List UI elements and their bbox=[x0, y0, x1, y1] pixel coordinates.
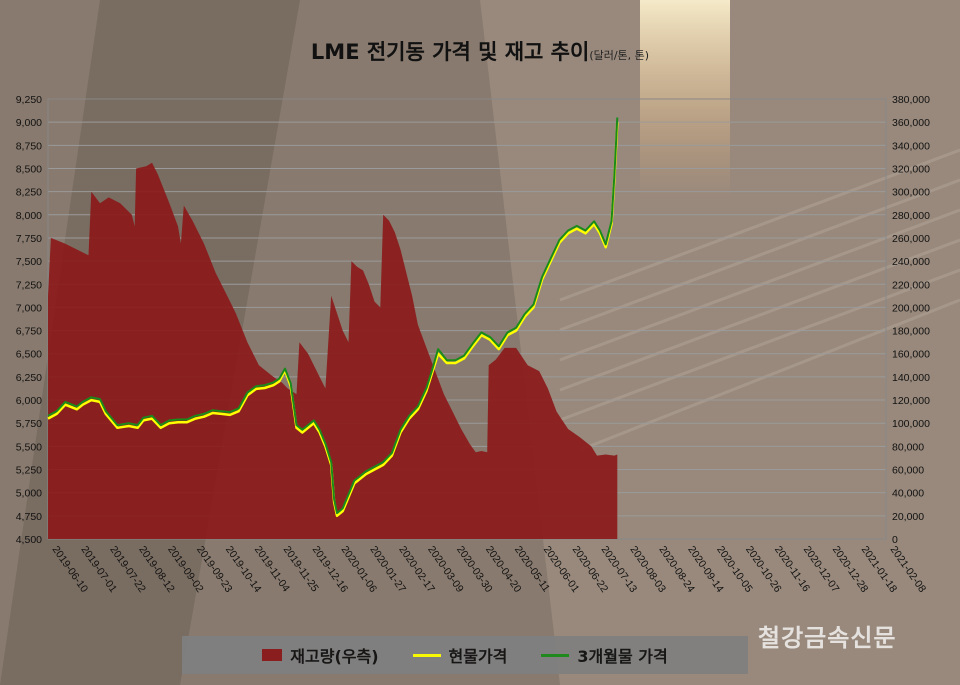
right-axis-tick-label: 160,000 bbox=[892, 349, 930, 361]
right-axis-tick-label: 280,000 bbox=[892, 210, 930, 222]
right-axis-tick-label: 80,000 bbox=[892, 441, 924, 453]
right-axis-tick-label: 240,000 bbox=[892, 256, 930, 268]
right-axis-tick-label: 340,000 bbox=[892, 140, 930, 152]
right-axis-tick-label: 20,000 bbox=[892, 511, 924, 523]
chart-subtitle: (달러/톤, 톤) bbox=[589, 49, 650, 62]
legend-label-inventory: 재고량(우측) bbox=[290, 647, 379, 666]
right-axis-tick-label: 40,000 bbox=[892, 488, 924, 500]
left-axis-tick-label: 6,000 bbox=[16, 395, 42, 407]
left-axis-tick-label: 4,500 bbox=[16, 534, 42, 546]
legend-label-spot: 현물가격 bbox=[448, 647, 508, 666]
left-axis-tick-label: 9,000 bbox=[16, 117, 42, 129]
left-axis-tick-label: 8,750 bbox=[16, 140, 42, 152]
right-axis-tick-label: 140,000 bbox=[892, 372, 930, 384]
left-axis-ticks: 4,500 4,750 5,000 5,250 5,500 5,750 6,000 6,250… bbox=[16, 94, 42, 546]
inventory-area bbox=[48, 162, 618, 539]
right-axis-tick-label: 320,000 bbox=[892, 163, 930, 175]
right-axis-tick-label: 360,000 bbox=[892, 117, 930, 129]
legend-item-three-month: 3개월물 가격 bbox=[541, 643, 668, 667]
inventory-area-path bbox=[48, 162, 618, 539]
legend: 재고량(우측) 현물가격 3개월물 가격 bbox=[182, 636, 748, 674]
right-axis-tick-label: 0 bbox=[892, 534, 898, 546]
chart-title: LME 전기동 가격 및 재고 추이 bbox=[310, 40, 590, 64]
right-axis-tick-label: 380,000 bbox=[892, 94, 930, 106]
right-axis-tick-label: 60,000 bbox=[892, 465, 924, 477]
right-axis-ticks: 0 20,000 40,000 60,000 80,000 100,000 120,000 1… bbox=[892, 94, 930, 546]
left-axis-tick-label: 4,750 bbox=[16, 511, 42, 523]
three-month-price-line bbox=[47, 117, 619, 515]
right-axis-tick-label: 100,000 bbox=[892, 418, 930, 430]
legend-swatch-inventory bbox=[262, 649, 283, 661]
legend-item-inventory: 재고량(우측) bbox=[262, 643, 379, 667]
left-axis-tick-label: 7,500 bbox=[16, 256, 42, 268]
left-axis-tick-label: 6,500 bbox=[16, 349, 42, 361]
legend-label-three-month: 3개월물 가격 bbox=[577, 647, 668, 666]
right-axis-tick-label: 180,000 bbox=[892, 326, 930, 338]
left-axis-tick-label: 7,000 bbox=[16, 302, 42, 314]
left-axis-tick-label: 7,750 bbox=[16, 233, 42, 245]
left-axis-tick-label: 8,000 bbox=[16, 210, 42, 222]
watermark-logo: 철강금속신문 bbox=[758, 624, 897, 652]
legend-item-spot: 현물가격 bbox=[412, 643, 508, 667]
left-axis-tick-label: 5,750 bbox=[16, 418, 42, 430]
title-block: LME 전기동 가격 및 재고 추이(달러/톤, 톤) bbox=[0, 36, 960, 66]
left-axis-tick-label: 8,500 bbox=[16, 163, 42, 175]
left-axis-tick-label: 8,250 bbox=[16, 187, 42, 199]
left-axis-tick-label: 9,250 bbox=[16, 94, 42, 106]
right-axis-tick-label: 300,000 bbox=[892, 187, 930, 199]
legend-swatch-spot bbox=[412, 653, 441, 657]
left-axis-tick-label: 7,250 bbox=[16, 279, 42, 291]
legend-swatch-three-month bbox=[541, 653, 570, 657]
left-axis-tick-label: 5,500 bbox=[16, 441, 42, 453]
right-axis-tick-label: 260,000 bbox=[892, 233, 930, 245]
price-lines bbox=[47, 117, 619, 518]
right-axis-tick-label: 200,000 bbox=[892, 302, 930, 314]
left-axis-tick-label: 5,250 bbox=[16, 465, 42, 477]
left-axis-tick-label: 6,250 bbox=[16, 372, 42, 384]
x-axis-ticks: 2019-06-102019-07-012019-07-222019-08-12… bbox=[50, 544, 929, 595]
left-axis-tick-label: 6,750 bbox=[16, 326, 42, 338]
left-axis-tick-label: 5,000 bbox=[16, 488, 42, 500]
right-axis-tick-label: 120,000 bbox=[892, 395, 930, 407]
right-axis-tick-label: 220,000 bbox=[892, 279, 930, 291]
